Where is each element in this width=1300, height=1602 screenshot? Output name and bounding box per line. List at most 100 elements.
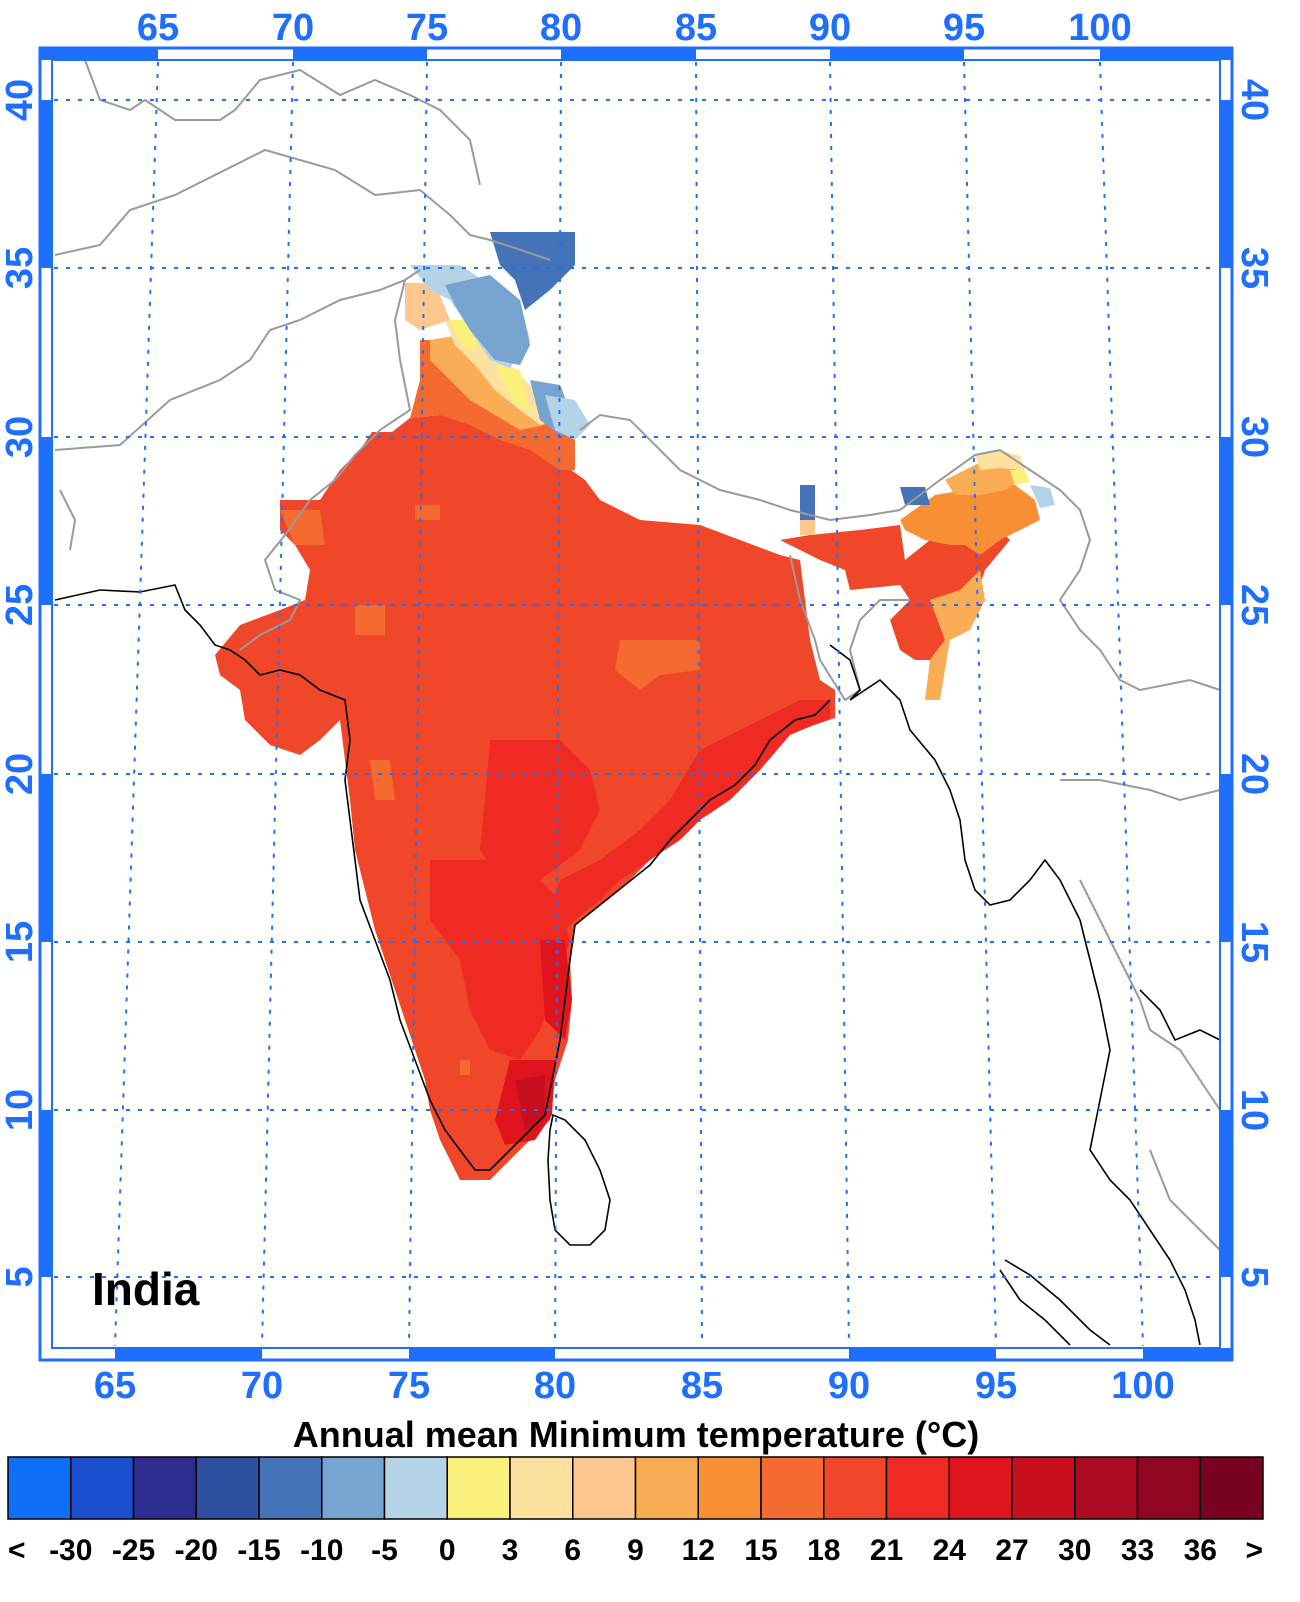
colorbar-swatch — [634, 1456, 699, 1520]
colorbar-label: 3 — [502, 1534, 519, 1567]
frame-band-bottom — [409, 1348, 555, 1360]
lon-tick-bottom-65: 65 — [94, 1365, 136, 1407]
meridian-85 — [695, 61, 703, 1347]
lat-tick-right-30: 30 — [1233, 416, 1275, 458]
country-boundaries — [54, 59, 1221, 1251]
meridian-80 — [554, 61, 562, 1347]
frame-band-bottom — [115, 1348, 262, 1360]
colorbar-label: < — [8, 1534, 26, 1567]
colorbar-swatch — [132, 1456, 197, 1520]
frame-band-top — [561, 48, 696, 60]
meridian-95 — [963, 61, 997, 1347]
colorbar-swatch — [1074, 1456, 1139, 1520]
colorbar-label: 6 — [564, 1534, 581, 1567]
colorbar-label: 18 — [807, 1534, 840, 1567]
lat-tick-left-10: 10 — [0, 1089, 41, 1131]
colorbar-swatch — [885, 1456, 950, 1520]
colorbar-label: -15 — [237, 1534, 280, 1567]
colorbar-label: -20 — [175, 1534, 218, 1567]
colorbar-swatch — [70, 1456, 135, 1520]
colorbar-swatch — [7, 1456, 72, 1520]
lon-tick-bottom-70: 70 — [241, 1365, 283, 1407]
colorbar-swatch — [1136, 1456, 1201, 1520]
lon-tick-top-85: 85 — [675, 7, 717, 49]
meridian-90 — [829, 61, 850, 1347]
lon-tick-bottom-95: 95 — [975, 1365, 1017, 1407]
colorbar-label: -5 — [371, 1534, 398, 1567]
colorbar-swatch — [509, 1456, 574, 1520]
lon-tick-top-65: 65 — [137, 7, 179, 49]
lat-tick-right-40: 40 — [1233, 79, 1275, 121]
lat-tick-left-15: 15 — [0, 921, 41, 963]
colorbar-swatch — [697, 1456, 762, 1520]
region-label: India — [92, 1263, 200, 1315]
lon-tick-bottom-80: 80 — [534, 1365, 576, 1407]
frame-band-top — [293, 48, 427, 60]
colorbar-label: 12 — [682, 1534, 715, 1567]
frame-band-right — [1220, 1110, 1232, 1277]
frame-band-top — [830, 48, 964, 60]
lat-tick-right-20: 20 — [1233, 753, 1275, 795]
colorbar-swatch — [446, 1456, 511, 1520]
lon-tick-bottom-75: 75 — [388, 1365, 430, 1407]
lat-ticks-left: 5 10 15 20 25 30 35 40 — [0, 79, 41, 1288]
frame-tick-bands — [40, 48, 1232, 1360]
frame-band-right — [1220, 437, 1232, 605]
lat-tick-left-40: 40 — [0, 79, 41, 121]
lat-tick-right-10: 10 — [1233, 1089, 1275, 1131]
colorbar-swatch — [258, 1456, 323, 1520]
meridian-75 — [408, 61, 428, 1347]
colorbar-swatch — [823, 1456, 888, 1520]
lat-tick-right-5: 5 — [1233, 1266, 1275, 1287]
colorbar-label: 27 — [995, 1534, 1028, 1567]
frame-band-right — [1220, 774, 1232, 942]
lat-tick-right-25: 25 — [1233, 584, 1275, 626]
frame-band-top — [40, 48, 158, 60]
colorbar-swatch — [321, 1456, 386, 1520]
lat-tick-left-35: 35 — [0, 247, 41, 289]
frame-band-top — [1100, 48, 1232, 60]
frame-band-right — [1220, 100, 1232, 268]
lat-tick-right-35: 35 — [1233, 247, 1275, 289]
colorbar-label: > — [1245, 1534, 1263, 1567]
lat-tick-right-15: 15 — [1233, 921, 1275, 963]
lon-tick-bottom-100: 100 — [1111, 1365, 1174, 1407]
lat-tick-left-5: 5 — [0, 1266, 41, 1287]
lon-ticks-bottom: 65 70 75 80 85 90 95 100 — [94, 1365, 1175, 1407]
colorbar-label: -25 — [112, 1534, 155, 1567]
lon-tick-top-100: 100 — [1068, 7, 1131, 49]
lat-tick-left-25: 25 — [0, 584, 41, 626]
lat-tick-left-20: 20 — [0, 753, 41, 795]
lon-tick-top-90: 90 — [809, 7, 851, 49]
graticule — [54, 61, 1218, 1347]
frame-band-left — [40, 100, 52, 268]
frame-band-left — [40, 774, 52, 942]
colorbar-label: 0 — [439, 1534, 456, 1567]
lon-tick-bottom-90: 90 — [828, 1365, 870, 1407]
colorbar-swatch — [948, 1456, 1013, 1520]
lat-ticks-right: 5 10 15 20 25 30 35 40 — [1233, 79, 1275, 1288]
colorbar-swatch — [383, 1456, 448, 1520]
temperature-field — [215, 232, 1055, 1180]
colorbar-label: -10 — [300, 1534, 343, 1567]
colorbar-swatch — [572, 1456, 637, 1520]
meridian-65 — [114, 61, 159, 1347]
colorbar — [7, 1456, 1264, 1520]
frame-band-bottom — [849, 1348, 996, 1360]
lon-tick-bottom-85: 85 — [681, 1365, 723, 1407]
colorbar-label: 24 — [933, 1534, 967, 1567]
colorbar-swatch — [760, 1456, 825, 1520]
colorbar-label: 33 — [1121, 1534, 1154, 1567]
map-title: Annual mean Minimum temperature (°C) — [293, 1414, 979, 1455]
meridian-70 — [261, 61, 294, 1347]
colorbar-label: 9 — [627, 1534, 644, 1567]
colorbar-swatch — [1199, 1456, 1264, 1520]
frame-band-bottom — [1143, 1348, 1232, 1360]
lat-tick-left-30: 30 — [0, 416, 41, 458]
colorbar-swatch — [1011, 1456, 1076, 1520]
colorbar-label: 36 — [1184, 1534, 1217, 1567]
colorbar-label: 21 — [870, 1534, 903, 1567]
meridian-100 — [1099, 61, 1144, 1347]
coastlines — [54, 584, 1221, 1346]
